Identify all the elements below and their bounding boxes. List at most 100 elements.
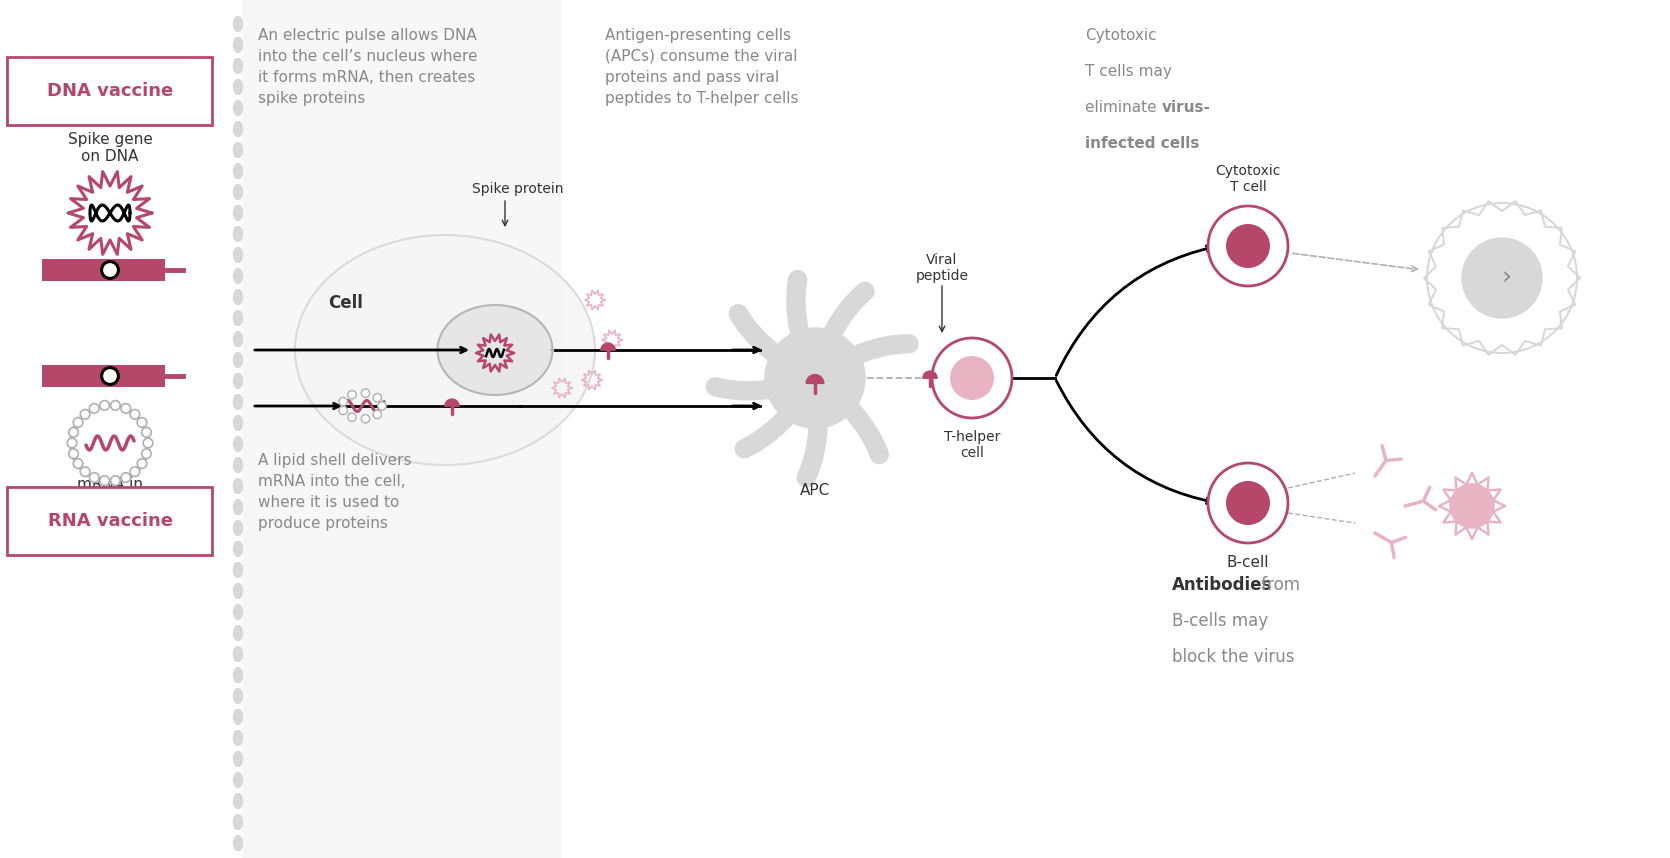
Circle shape [100,476,110,486]
Circle shape [932,338,1012,418]
Circle shape [137,459,147,468]
Circle shape [142,427,152,437]
Circle shape [137,418,147,427]
Circle shape [73,459,84,468]
Ellipse shape [234,730,242,746]
Circle shape [68,427,78,437]
Ellipse shape [234,457,242,473]
Ellipse shape [234,521,242,535]
Circle shape [765,328,865,428]
Text: A lipid shell delivers
mRNA into the cell,
where it is used to
produce proteins: A lipid shell delivers mRNA into the cel… [257,453,411,531]
Circle shape [100,401,110,410]
Ellipse shape [234,563,242,577]
Circle shape [950,356,994,400]
Text: Cytotoxic
T cell: Cytotoxic T cell [1216,164,1281,194]
Circle shape [347,390,356,399]
Ellipse shape [234,814,242,830]
Circle shape [377,402,386,410]
Circle shape [361,389,369,397]
Text: mRNA in
lipid shell: mRNA in lipid shell [73,477,147,509]
Text: DNA vaccine: DNA vaccine [47,82,174,100]
Ellipse shape [234,668,242,682]
Text: B-cells may: B-cells may [1172,612,1268,630]
Circle shape [67,438,77,448]
Ellipse shape [234,499,242,515]
Circle shape [142,449,152,458]
Ellipse shape [234,688,242,704]
Circle shape [104,370,117,382]
Circle shape [339,397,347,406]
Circle shape [130,467,140,476]
Text: Antigen-presenting cells
(APCs) consume the viral
proteins and pass viral
peptid: Antigen-presenting cells (APCs) consume … [605,28,798,106]
Circle shape [1226,481,1269,525]
Text: block the virus: block the virus [1172,648,1294,666]
Text: ›: › [1501,266,1511,290]
Ellipse shape [234,16,242,32]
Text: virus-: virus- [1162,100,1211,115]
Text: Antibodies: Antibodies [1172,576,1273,594]
Ellipse shape [234,269,242,283]
Circle shape [100,261,119,279]
Ellipse shape [296,235,595,465]
Circle shape [130,409,140,419]
Ellipse shape [234,836,242,850]
Text: RNA vaccine: RNA vaccine [47,512,172,530]
Circle shape [347,413,356,421]
Ellipse shape [234,184,242,200]
FancyBboxPatch shape [42,365,55,387]
Circle shape [1207,463,1288,543]
Ellipse shape [234,752,242,766]
Ellipse shape [234,353,242,367]
Circle shape [339,406,347,414]
Ellipse shape [234,772,242,788]
Ellipse shape [234,395,242,409]
Circle shape [120,473,130,482]
Circle shape [1207,206,1288,286]
Ellipse shape [234,80,242,94]
Ellipse shape [234,58,242,74]
FancyBboxPatch shape [55,259,165,281]
Ellipse shape [234,122,242,136]
Ellipse shape [234,289,242,305]
Ellipse shape [234,541,242,557]
Text: APC: APC [800,483,830,498]
Ellipse shape [438,305,553,395]
Ellipse shape [234,605,242,619]
Ellipse shape [234,583,242,599]
Ellipse shape [234,373,242,389]
Circle shape [68,449,78,458]
Text: B-cell: B-cell [1227,555,1269,570]
Ellipse shape [234,479,242,493]
Circle shape [372,394,381,402]
Text: Cytotoxic: Cytotoxic [1086,28,1157,43]
Circle shape [361,414,369,423]
FancyBboxPatch shape [7,57,212,125]
Wedge shape [601,343,615,350]
Ellipse shape [234,415,242,431]
Ellipse shape [234,794,242,808]
Circle shape [1450,484,1495,528]
Circle shape [73,418,84,427]
Ellipse shape [234,227,242,241]
Text: Spike gene
on DNA: Spike gene on DNA [67,132,152,164]
Text: Viral
peptide: Viral peptide [915,253,969,283]
Ellipse shape [234,206,242,221]
Circle shape [70,403,150,483]
Text: eliminate: eliminate [1086,100,1162,115]
Circle shape [80,467,90,476]
Wedge shape [807,375,823,384]
Circle shape [372,410,381,419]
Circle shape [1461,238,1541,318]
Circle shape [1426,203,1576,353]
Circle shape [110,401,120,410]
Circle shape [90,403,99,414]
Text: infected cells: infected cells [1086,136,1199,151]
FancyBboxPatch shape [55,365,165,387]
Circle shape [1226,224,1269,268]
Text: Spike protein: Spike protein [473,182,564,196]
Ellipse shape [234,646,242,662]
Text: from: from [1256,576,1299,594]
Ellipse shape [234,247,242,263]
Circle shape [104,264,117,276]
Wedge shape [444,399,459,406]
